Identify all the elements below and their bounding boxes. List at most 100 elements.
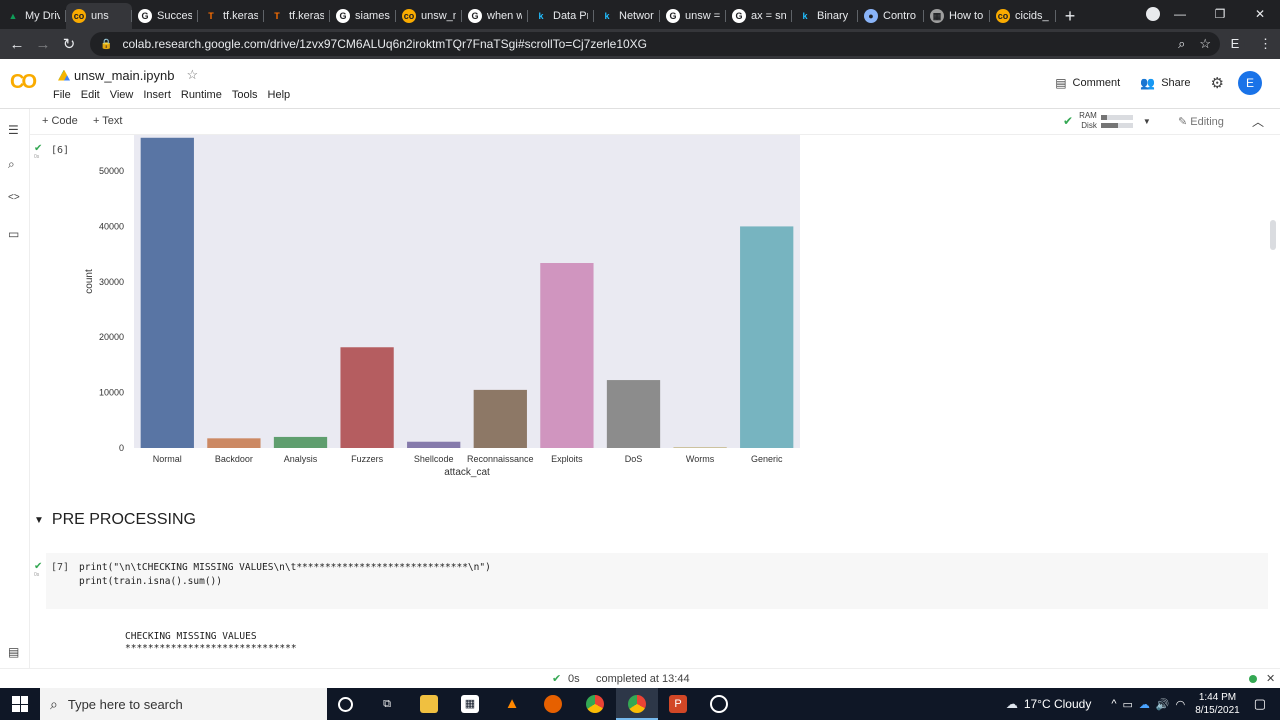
browser-tab[interactable]: k Binary xyxy=(792,3,858,29)
code-snippets-icon[interactable]: <> xyxy=(8,192,20,203)
chevron-up-icon[interactable]: ^ xyxy=(1111,698,1117,710)
powerpoint-icon[interactable]: P xyxy=(669,695,687,713)
ram-disk-indicator[interactable]: ✔ RAM Disk ▼ xyxy=(1063,111,1151,131)
taskbar-search-placeholder: Type here to search xyxy=(67,696,183,712)
search-icon[interactable]: ⌕ xyxy=(8,157,15,171)
browser-tab[interactable]: co uns xyxy=(66,3,132,29)
volume-icon[interactable]: 🔊 xyxy=(1155,698,1170,711)
terminal-icon[interactable]: ▤ xyxy=(8,645,20,659)
y-tick-label: 20000 xyxy=(99,332,124,342)
code-cell[interactable]: ✔ 0s [7] print("\n\tCHECKING MISSING VALU… xyxy=(34,553,1268,609)
menu-bar: File Edit View Insert Runtime Tools Help xyxy=(53,89,300,101)
obs-icon[interactable] xyxy=(710,695,728,713)
add-code-button[interactable]: + Code xyxy=(42,115,78,127)
windows-taskbar: ⌕ Type here to search ⧉ ▦ ▲ P ☁ 17°C Clo… xyxy=(0,688,1280,720)
windows-start-icon[interactable] xyxy=(12,696,28,712)
menu-view[interactable]: View xyxy=(109,89,134,101)
colab-header: CO unsw_main.ipynb ☆ File Edit View Inse… xyxy=(0,59,1280,109)
firefox-icon[interactable] xyxy=(544,695,562,713)
browser-tab[interactable]: ● Contro xyxy=(858,3,924,29)
network-icon[interactable]: ▭ xyxy=(1122,698,1133,711)
browser-tab[interactable]: ▲ My Driv xyxy=(0,3,66,29)
scrollbar-thumb[interactable] xyxy=(1270,220,1276,250)
store-icon[interactable]: ▦ xyxy=(461,695,479,713)
x-tick-label: Worms xyxy=(686,454,715,464)
chrome-profile-icon[interactable] xyxy=(628,695,646,713)
browser-profile-icon[interactable]: E xyxy=(1225,34,1245,54)
section-heading[interactable]: ▼ PRE PROCESSING xyxy=(34,511,196,529)
chrome-icon[interactable] xyxy=(586,695,604,713)
menu-tools[interactable]: Tools xyxy=(231,89,258,101)
reload-icon[interactable]: ↻ xyxy=(62,36,76,53)
taskbar-search-box[interactable]: ⌕ Type here to search xyxy=(40,688,327,720)
tab-favicon-icon: co xyxy=(996,9,1010,23)
browser-tab[interactable]: G Succes xyxy=(132,3,198,29)
close-icon[interactable]: ✕ xyxy=(1266,673,1276,685)
chevron-up-icon[interactable]: ︿ xyxy=(1252,115,1265,129)
share-button[interactable]: 👥 Share xyxy=(1140,76,1190,90)
notebook-title[interactable]: unsw_main.ipynb xyxy=(74,67,175,83)
forward-icon[interactable]: → xyxy=(35,35,51,53)
folder-icon[interactable]: ▭ xyxy=(8,227,20,241)
new-tab-button[interactable]: + xyxy=(1064,6,1076,26)
weather-text[interactable]: 17°C Cloudy xyxy=(1023,697,1092,711)
menu-insert[interactable]: Insert xyxy=(143,89,171,101)
close-window-icon[interactable]: ✕ xyxy=(1254,7,1266,21)
drive-icon xyxy=(58,69,70,81)
gear-icon[interactable]: ⚙ xyxy=(1210,75,1224,92)
browser-tab[interactable]: co unsw_n xyxy=(396,3,462,29)
menu-help[interactable]: Help xyxy=(267,89,291,101)
collapse-triangle-icon[interactable]: ▼ xyxy=(34,514,44,526)
editing-mode-button[interactable]: ✎ Editing xyxy=(1178,115,1224,128)
chevron-down-icon[interactable]: ▼ xyxy=(1142,116,1151,126)
x-tick-label: DoS xyxy=(625,454,643,464)
bookmark-star-icon[interactable]: ☆ xyxy=(1199,36,1211,51)
comment-icon: ▤ xyxy=(1055,76,1067,90)
cell-run-status-7[interactable]: ✔ 0s xyxy=(34,561,43,578)
comment-button[interactable]: ▤ Comment xyxy=(1055,76,1120,90)
status-check-icon: ✔ xyxy=(552,673,562,685)
browser-tab[interactable]: k Data Pr xyxy=(528,3,594,29)
onedrive-icon[interactable]: ☁ xyxy=(1138,698,1150,711)
disk-bar xyxy=(1100,122,1133,128)
browser-tab[interactable]: co cicids_ xyxy=(990,3,1056,29)
minimize-icon[interactable]: — xyxy=(1174,7,1186,21)
browser-menu-icon[interactable]: ⋮ xyxy=(1259,36,1272,51)
cortana-icon[interactable] xyxy=(338,697,353,712)
cell-run-time: 0s xyxy=(34,572,40,578)
zoom-search-icon[interactable]: ⌕ xyxy=(1178,36,1186,51)
browser-tab[interactable]: k Networ xyxy=(594,3,660,29)
browser-tab[interactable]: ▦ How to xyxy=(924,3,990,29)
table-of-contents-icon[interactable]: ☰ xyxy=(8,123,19,137)
file-explorer-icon[interactable] xyxy=(420,695,438,713)
tab-search-icon[interactable] xyxy=(1146,7,1160,21)
x-tick-label: Analysis xyxy=(284,454,318,464)
maximize-icon[interactable]: ❐ xyxy=(1214,7,1226,21)
ram-label: RAM xyxy=(1079,111,1097,120)
notification-icon[interactable]: ▢ xyxy=(1253,696,1266,711)
code-line-2[interactable]: print(train.isna().sum()) xyxy=(79,576,222,587)
star-icon[interactable]: ☆ xyxy=(186,67,199,82)
code-line-1[interactable]: print("\n\tCHECKING MISSING VALUES\n\t**… xyxy=(79,562,491,573)
cell-run-status[interactable]: ✔ 0s xyxy=(34,143,43,160)
vlc-icon[interactable]: ▲ xyxy=(504,695,520,712)
colab-logo[interactable]: CO xyxy=(10,71,37,93)
x-tick-label: Generic xyxy=(751,454,783,464)
clock[interactable]: 1:44 PM 8/15/2021 xyxy=(1195,691,1240,717)
menu-edit[interactable]: Edit xyxy=(80,89,100,101)
add-text-button[interactable]: + Text xyxy=(93,115,123,127)
back-icon[interactable]: ← xyxy=(9,35,25,53)
menu-runtime[interactable]: Runtime xyxy=(180,89,222,101)
avatar[interactable]: E xyxy=(1238,71,1262,95)
menu-file[interactable]: File xyxy=(53,89,71,101)
url-bar[interactable]: 🔒 colab.research.google.com/drive/1zvx97… xyxy=(90,32,1220,56)
task-view-icon[interactable]: ⧉ xyxy=(383,698,391,710)
tab-favicon-icon: G xyxy=(468,9,482,23)
wifi-icon[interactable]: ◠ xyxy=(1175,698,1186,711)
